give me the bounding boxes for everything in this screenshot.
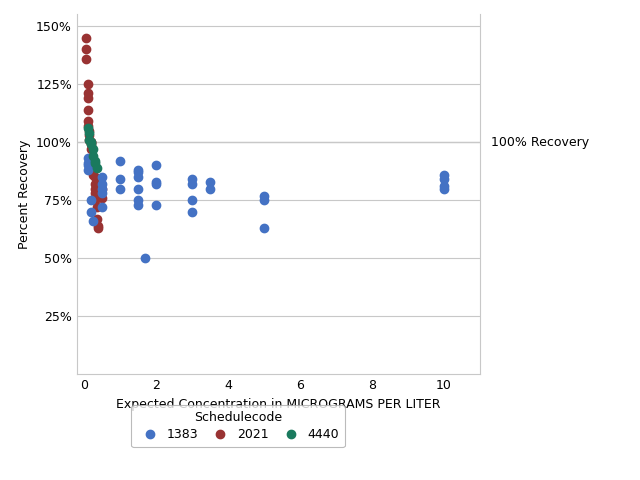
2021 (92, 204, 102, 211)
1383 (259, 224, 269, 232)
2021 (86, 141, 97, 148)
1383 (115, 157, 125, 165)
2021 (86, 138, 97, 146)
4440 (92, 164, 102, 171)
4440 (88, 145, 98, 153)
4440 (84, 136, 95, 144)
1383 (205, 185, 215, 192)
2021 (83, 90, 93, 97)
1383 (259, 196, 269, 204)
2021 (84, 132, 95, 139)
1383 (86, 208, 97, 216)
1383 (187, 208, 197, 216)
2021 (83, 94, 93, 102)
2021 (97, 185, 107, 192)
X-axis label: Expected Concentration in MICROGRAMS PER LITER: Expected Concentration in MICROGRAMS PER… (116, 398, 441, 411)
2021 (83, 80, 93, 88)
1383 (205, 178, 215, 185)
2021 (83, 118, 93, 125)
2021 (81, 46, 91, 53)
1383 (83, 155, 93, 162)
2021 (90, 190, 100, 197)
1383 (86, 196, 97, 204)
1383 (439, 185, 449, 192)
1383 (83, 162, 93, 169)
1383 (97, 185, 107, 192)
1383 (133, 166, 143, 174)
4440 (88, 152, 98, 160)
2021 (81, 55, 91, 62)
2021 (84, 136, 95, 144)
4440 (84, 129, 95, 137)
1383 (133, 173, 143, 181)
Y-axis label: Percent Recovery: Percent Recovery (17, 140, 31, 249)
2021 (88, 171, 98, 179)
2021 (86, 157, 97, 165)
1383 (133, 168, 143, 176)
1383 (187, 180, 197, 188)
4440 (86, 138, 97, 146)
2021 (93, 222, 104, 229)
2021 (83, 122, 93, 130)
1383 (83, 166, 93, 174)
2021 (92, 215, 102, 223)
2021 (90, 173, 100, 181)
2021 (86, 138, 97, 146)
1383 (133, 196, 143, 204)
2021 (83, 106, 93, 113)
1383 (259, 192, 269, 199)
1383 (133, 185, 143, 192)
1383 (151, 162, 161, 169)
1383 (115, 176, 125, 183)
1383 (115, 185, 125, 192)
2021 (86, 145, 97, 153)
4440 (90, 157, 100, 165)
1383 (97, 173, 107, 181)
2021 (90, 185, 100, 192)
2021 (97, 194, 107, 202)
1383 (439, 176, 449, 183)
2021 (90, 180, 100, 188)
1383 (151, 201, 161, 209)
1383 (151, 178, 161, 185)
2021 (84, 127, 95, 134)
2021 (81, 34, 91, 41)
Legend: 1383, 2021, 4440: 1383, 2021, 4440 (131, 405, 345, 447)
1383 (187, 196, 197, 204)
1383 (439, 171, 449, 179)
2021 (88, 162, 98, 169)
4440 (86, 141, 97, 148)
1383 (97, 180, 107, 188)
1383 (140, 254, 150, 262)
1383 (88, 217, 98, 225)
Text: 100% Recovery: 100% Recovery (491, 136, 589, 149)
1383 (97, 190, 107, 197)
1383 (83, 159, 93, 167)
1383 (187, 176, 197, 183)
1383 (97, 204, 107, 211)
1383 (439, 182, 449, 190)
1383 (133, 201, 143, 209)
4440 (83, 124, 93, 132)
1383 (151, 180, 161, 188)
2021 (93, 224, 104, 232)
2021 (90, 196, 100, 204)
4440 (90, 159, 100, 167)
